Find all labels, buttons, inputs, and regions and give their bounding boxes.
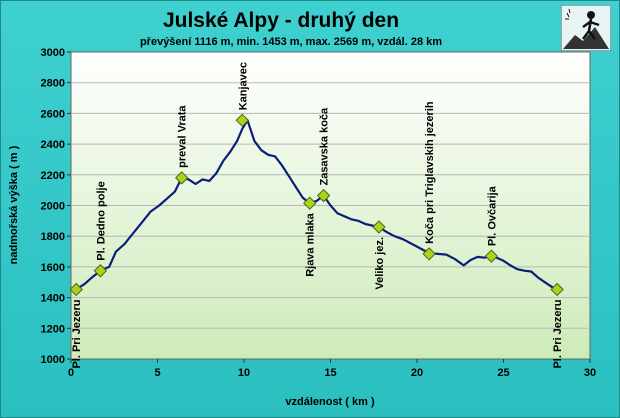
y-axis-label: nadmořská výška ( m ) (8, 145, 20, 264)
chart-title: Julské Alpy - druhý den (162, 9, 400, 32)
x-tick-label: 10 (238, 367, 250, 379)
series-layer (75, 119, 558, 291)
y-tick-label: 3000 (41, 47, 65, 59)
y-tick-label: 1600 (41, 262, 65, 274)
y-tick-label: 1400 (41, 293, 65, 305)
waypoint-label: Pl. Pri Jezeru (552, 299, 564, 368)
waypoint-marker (484, 249, 499, 263)
waypoint-marker (422, 247, 436, 261)
waypoint-label: Pl. Ovčarija (486, 185, 498, 246)
elevation-line (75, 119, 558, 291)
waypoint-marker (69, 282, 83, 297)
waypoint-labels: Pl. Pri Jezeru Pl. Dedno polje preval Vrat… (71, 62, 564, 369)
waypoint-label: Veliko jez. (374, 237, 386, 290)
y-tick-label: 1800 (41, 231, 65, 243)
waypoint-marker (303, 196, 317, 210)
waypoint-label: Kanjavec (237, 62, 249, 110)
y-tick-label: 2200 (41, 170, 65, 182)
hiker-logo-icon (561, 5, 611, 51)
y-tick-label: 2400 (41, 139, 65, 151)
axis-ticks: 1000 1200 1400 1600 1800 2000 2200 2400 2600 2800… (41, 47, 597, 379)
waypoint-marker (235, 113, 249, 128)
grid-lines (71, 82, 590, 329)
y-tick-label: 2600 (41, 108, 65, 120)
waypoint-label: Pl. Dedno polje (95, 181, 107, 260)
waypoint-marker (372, 220, 386, 234)
y-tick-label: 1000 (41, 354, 65, 366)
waypoint-marker (316, 188, 331, 203)
waypoint-label: Pl. Pri Jezeru (71, 299, 83, 368)
x-axis-label: vzdálenost ( km ) (285, 396, 375, 408)
waypoint-label: preval Vrata (177, 105, 189, 168)
waypoint-marker (550, 282, 564, 297)
waypoint-label: Koča pri Triglavskih jezerih (424, 101, 436, 244)
x-tick-label: 5 (154, 367, 160, 379)
waypoint-label: Rjava mlaka (305, 212, 317, 276)
x-tick-label: 25 (497, 367, 509, 379)
x-tick-label: 30 (584, 367, 596, 379)
waypoint-marker (93, 264, 108, 278)
y-tick-label: 2800 (41, 78, 65, 90)
y-tick-label: 1200 (41, 323, 65, 335)
chart-subtitle: převýšení 1116 m, min. 1453 m, max. 2569… (139, 36, 443, 48)
x-tick-label: 20 (411, 367, 423, 379)
waypoint-marker (175, 171, 189, 185)
waypoint-label: Zasavska koča (319, 107, 331, 186)
x-tick-label: 15 (324, 367, 336, 379)
y-tick-label: 2000 (41, 201, 65, 213)
waypoint-layer (69, 113, 564, 297)
x-tick-label: 0 (68, 367, 74, 379)
